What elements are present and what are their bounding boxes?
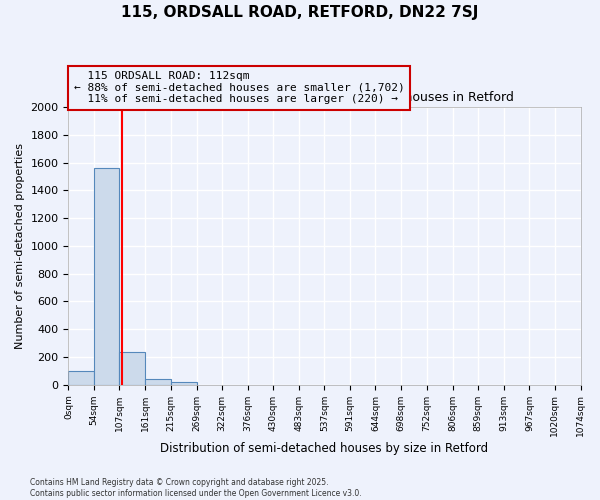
Title: Size of property relative to semi-detached houses in Retford: Size of property relative to semi-detach… xyxy=(136,92,514,104)
Text: Contains HM Land Registry data © Crown copyright and database right 2025.
Contai: Contains HM Land Registry data © Crown c… xyxy=(30,478,362,498)
Bar xyxy=(145,379,171,384)
Text: 115 ORDSALL ROAD: 112sqm
← 88% of semi-detached houses are smaller (1,702)
  11%: 115 ORDSALL ROAD: 112sqm ← 88% of semi-d… xyxy=(74,71,404,104)
Text: 115, ORDSALL ROAD, RETFORD, DN22 7SJ: 115, ORDSALL ROAD, RETFORD, DN22 7SJ xyxy=(121,5,479,20)
Y-axis label: Number of semi-detached properties: Number of semi-detached properties xyxy=(15,143,25,349)
Bar xyxy=(119,352,145,384)
Bar xyxy=(171,382,197,384)
Bar xyxy=(94,168,119,384)
Bar xyxy=(68,372,94,384)
X-axis label: Distribution of semi-detached houses by size in Retford: Distribution of semi-detached houses by … xyxy=(160,442,488,455)
